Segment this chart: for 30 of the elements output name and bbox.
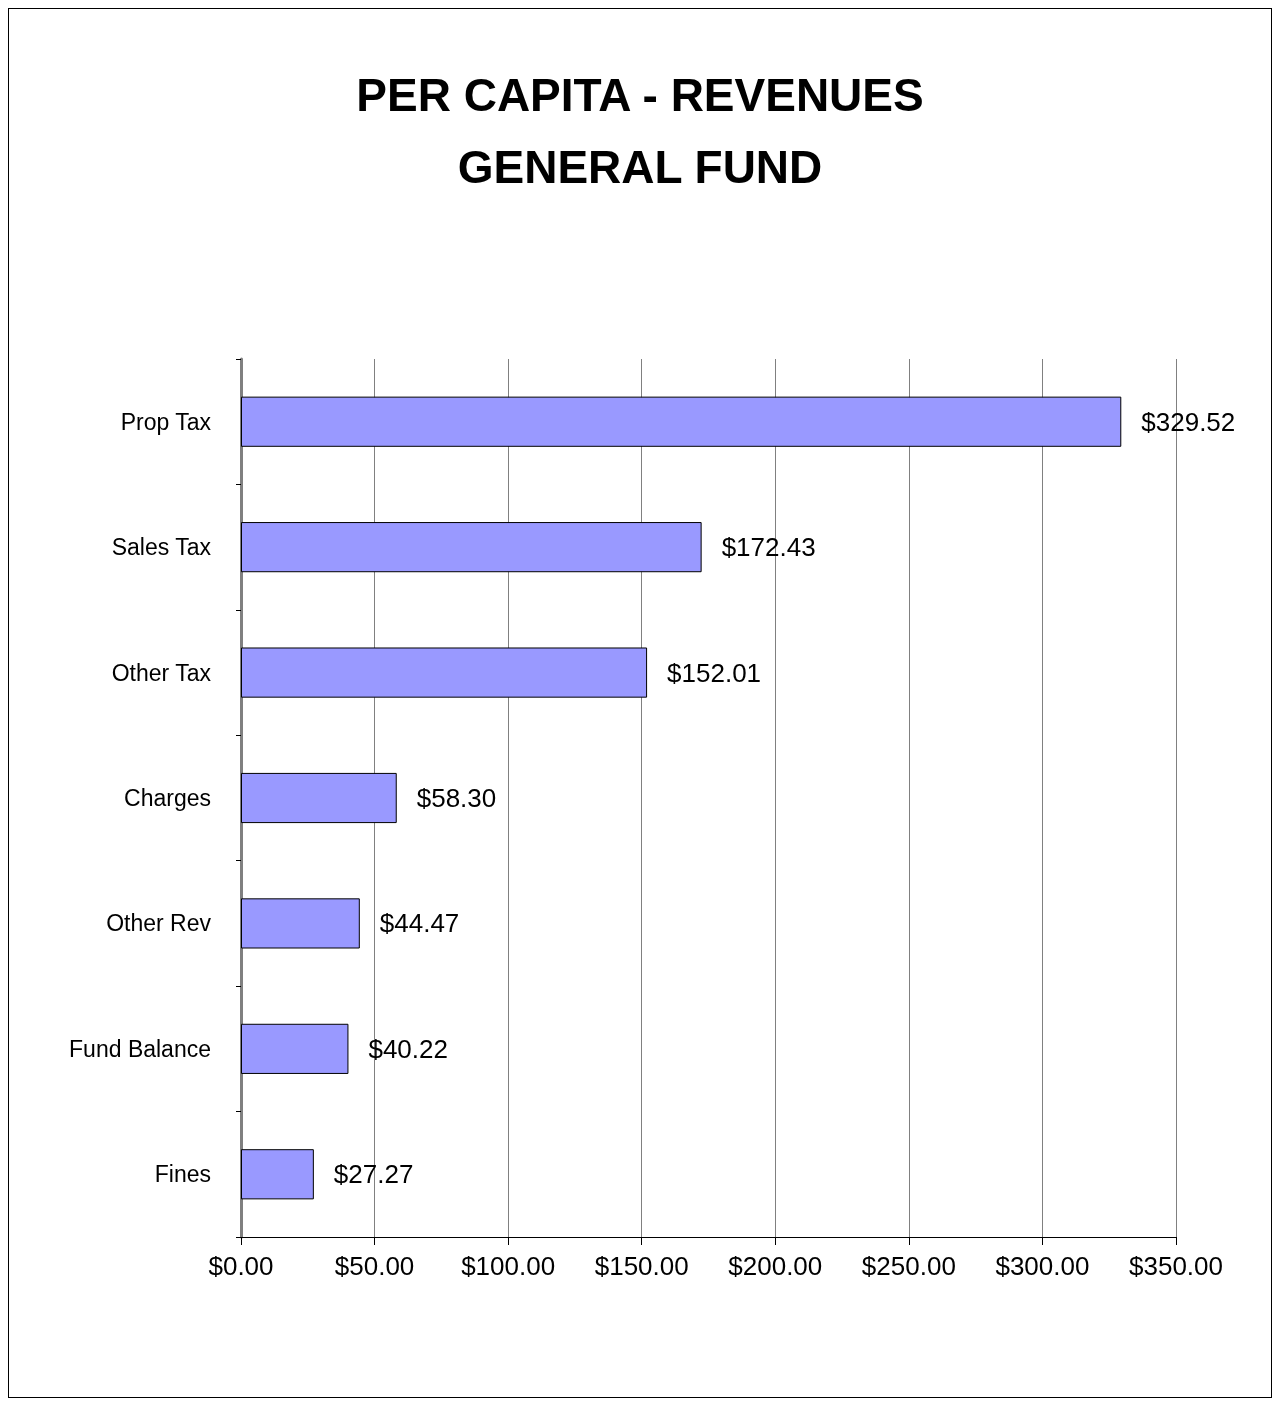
data-label: $44.47	[379, 908, 460, 939]
bar	[241, 772, 397, 824]
x-tick-label: $100.00	[461, 1251, 556, 1281]
data-label: $172.43	[721, 532, 816, 563]
data-label: $27.27	[333, 1159, 414, 1190]
bar	[241, 898, 360, 949]
y-tick-label: Other Tax	[111, 659, 212, 686]
y-tick-label: Fines	[154, 1161, 211, 1188]
y-tick-label: Sales Tax	[111, 534, 212, 561]
x-tick-label: $200.00	[728, 1251, 823, 1281]
data-label: $152.01	[667, 657, 762, 688]
x-tick-label: $350.00	[1129, 1251, 1223, 1281]
y-tick-label: Other Rev	[106, 910, 212, 937]
y-tick-label: Prop Tax	[120, 408, 212, 435]
data-label: $58.30	[416, 783, 497, 813]
bar	[241, 522, 702, 573]
y-tick-label: Fund Balance	[69, 1035, 211, 1062]
y-tick-label: Charges	[124, 785, 211, 811]
bar	[241, 647, 648, 698]
x-tick-label: $50.00	[334, 1251, 415, 1281]
bar	[241, 396, 1122, 447]
x-tick-label: $0.00	[208, 1251, 274, 1281]
bar	[241, 1149, 314, 1200]
data-label: $329.52	[1141, 406, 1236, 437]
data-label: $40.22	[368, 1033, 448, 1064]
bar	[241, 1023, 349, 1074]
x-tick-label: $150.00	[594, 1251, 689, 1281]
x-tick-label: $300.00	[995, 1251, 1090, 1281]
x-tick-label: $250.00	[861, 1251, 956, 1281]
chart-title: PER CAPITA - REVENUES GENERAL FUND	[356, 69, 924, 193]
